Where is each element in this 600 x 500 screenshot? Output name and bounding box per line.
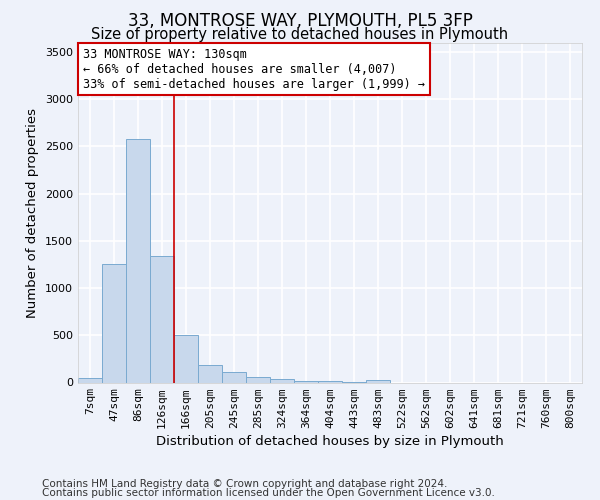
Bar: [222, 372, 246, 382]
Bar: [102, 264, 126, 382]
Bar: [366, 380, 390, 382]
Bar: [246, 378, 270, 382]
X-axis label: Distribution of detached houses by size in Plymouth: Distribution of detached houses by size …: [156, 435, 504, 448]
Bar: [174, 336, 198, 382]
Text: 33 MONTROSE WAY: 130sqm
← 66% of detached houses are smaller (4,007)
33% of semi: 33 MONTROSE WAY: 130sqm ← 66% of detache…: [83, 48, 425, 90]
Bar: [270, 379, 294, 382]
Bar: [294, 380, 318, 382]
Bar: [150, 256, 174, 382]
Bar: [78, 378, 102, 382]
Text: Contains public sector information licensed under the Open Government Licence v3: Contains public sector information licen…: [42, 488, 495, 498]
Bar: [126, 139, 150, 382]
Text: 33, MONTROSE WAY, PLYMOUTH, PL5 3FP: 33, MONTROSE WAY, PLYMOUTH, PL5 3FP: [128, 12, 472, 30]
Text: Size of property relative to detached houses in Plymouth: Size of property relative to detached ho…: [91, 28, 509, 42]
Bar: [198, 364, 222, 382]
Y-axis label: Number of detached properties: Number of detached properties: [26, 108, 40, 318]
Text: Contains HM Land Registry data © Crown copyright and database right 2024.: Contains HM Land Registry data © Crown c…: [42, 479, 448, 489]
Bar: [318, 381, 342, 382]
